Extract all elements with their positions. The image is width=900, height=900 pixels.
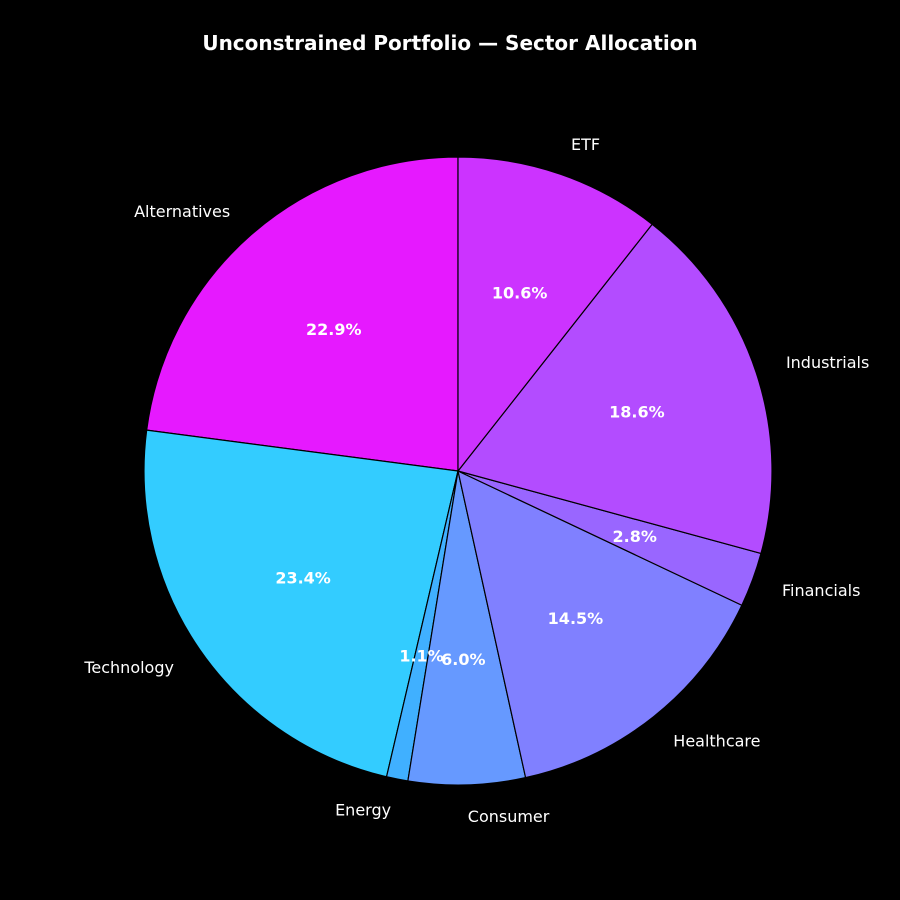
slice-label-energy: Energy xyxy=(335,800,391,819)
pct-label-energy: 1.1% xyxy=(399,646,443,665)
pct-label-industrials: 18.6% xyxy=(609,402,665,421)
slice-label-technology: Technology xyxy=(83,658,174,677)
slice-label-etf: ETF xyxy=(571,135,600,154)
pie-slice-consumer xyxy=(407,470,527,786)
pie-slice-alternatives xyxy=(146,156,459,472)
pct-label-alternatives: 22.9% xyxy=(306,320,362,339)
chart-title: Unconstrained Portfolio — Sector Allocat… xyxy=(202,31,698,55)
slice-label-financials: Financials xyxy=(782,581,860,600)
pct-label-financials: 2.8% xyxy=(613,527,657,546)
pct-label-consumer: 6.0% xyxy=(441,650,485,669)
pct-label-technology: 23.4% xyxy=(275,569,331,588)
pie-slice-industrials xyxy=(457,223,773,555)
slice-label-alternatives: Alternatives xyxy=(134,202,230,221)
labels-layer: Alternatives 22.9% Technology 23.4% Energy 1.… xyxy=(83,135,869,826)
pie-slice-technology xyxy=(143,429,459,778)
pie-slice-healthcare xyxy=(457,470,743,779)
slices-layer xyxy=(143,156,773,786)
pct-label-healthcare: 14.5% xyxy=(548,609,604,628)
slice-label-industrials: Industrials xyxy=(786,353,869,372)
pie-slice-etf xyxy=(457,156,653,472)
slice-label-consumer: Consumer xyxy=(468,807,550,826)
slice-label-healthcare: Healthcare xyxy=(673,732,760,751)
pct-label-etf: 10.6% xyxy=(492,283,548,302)
